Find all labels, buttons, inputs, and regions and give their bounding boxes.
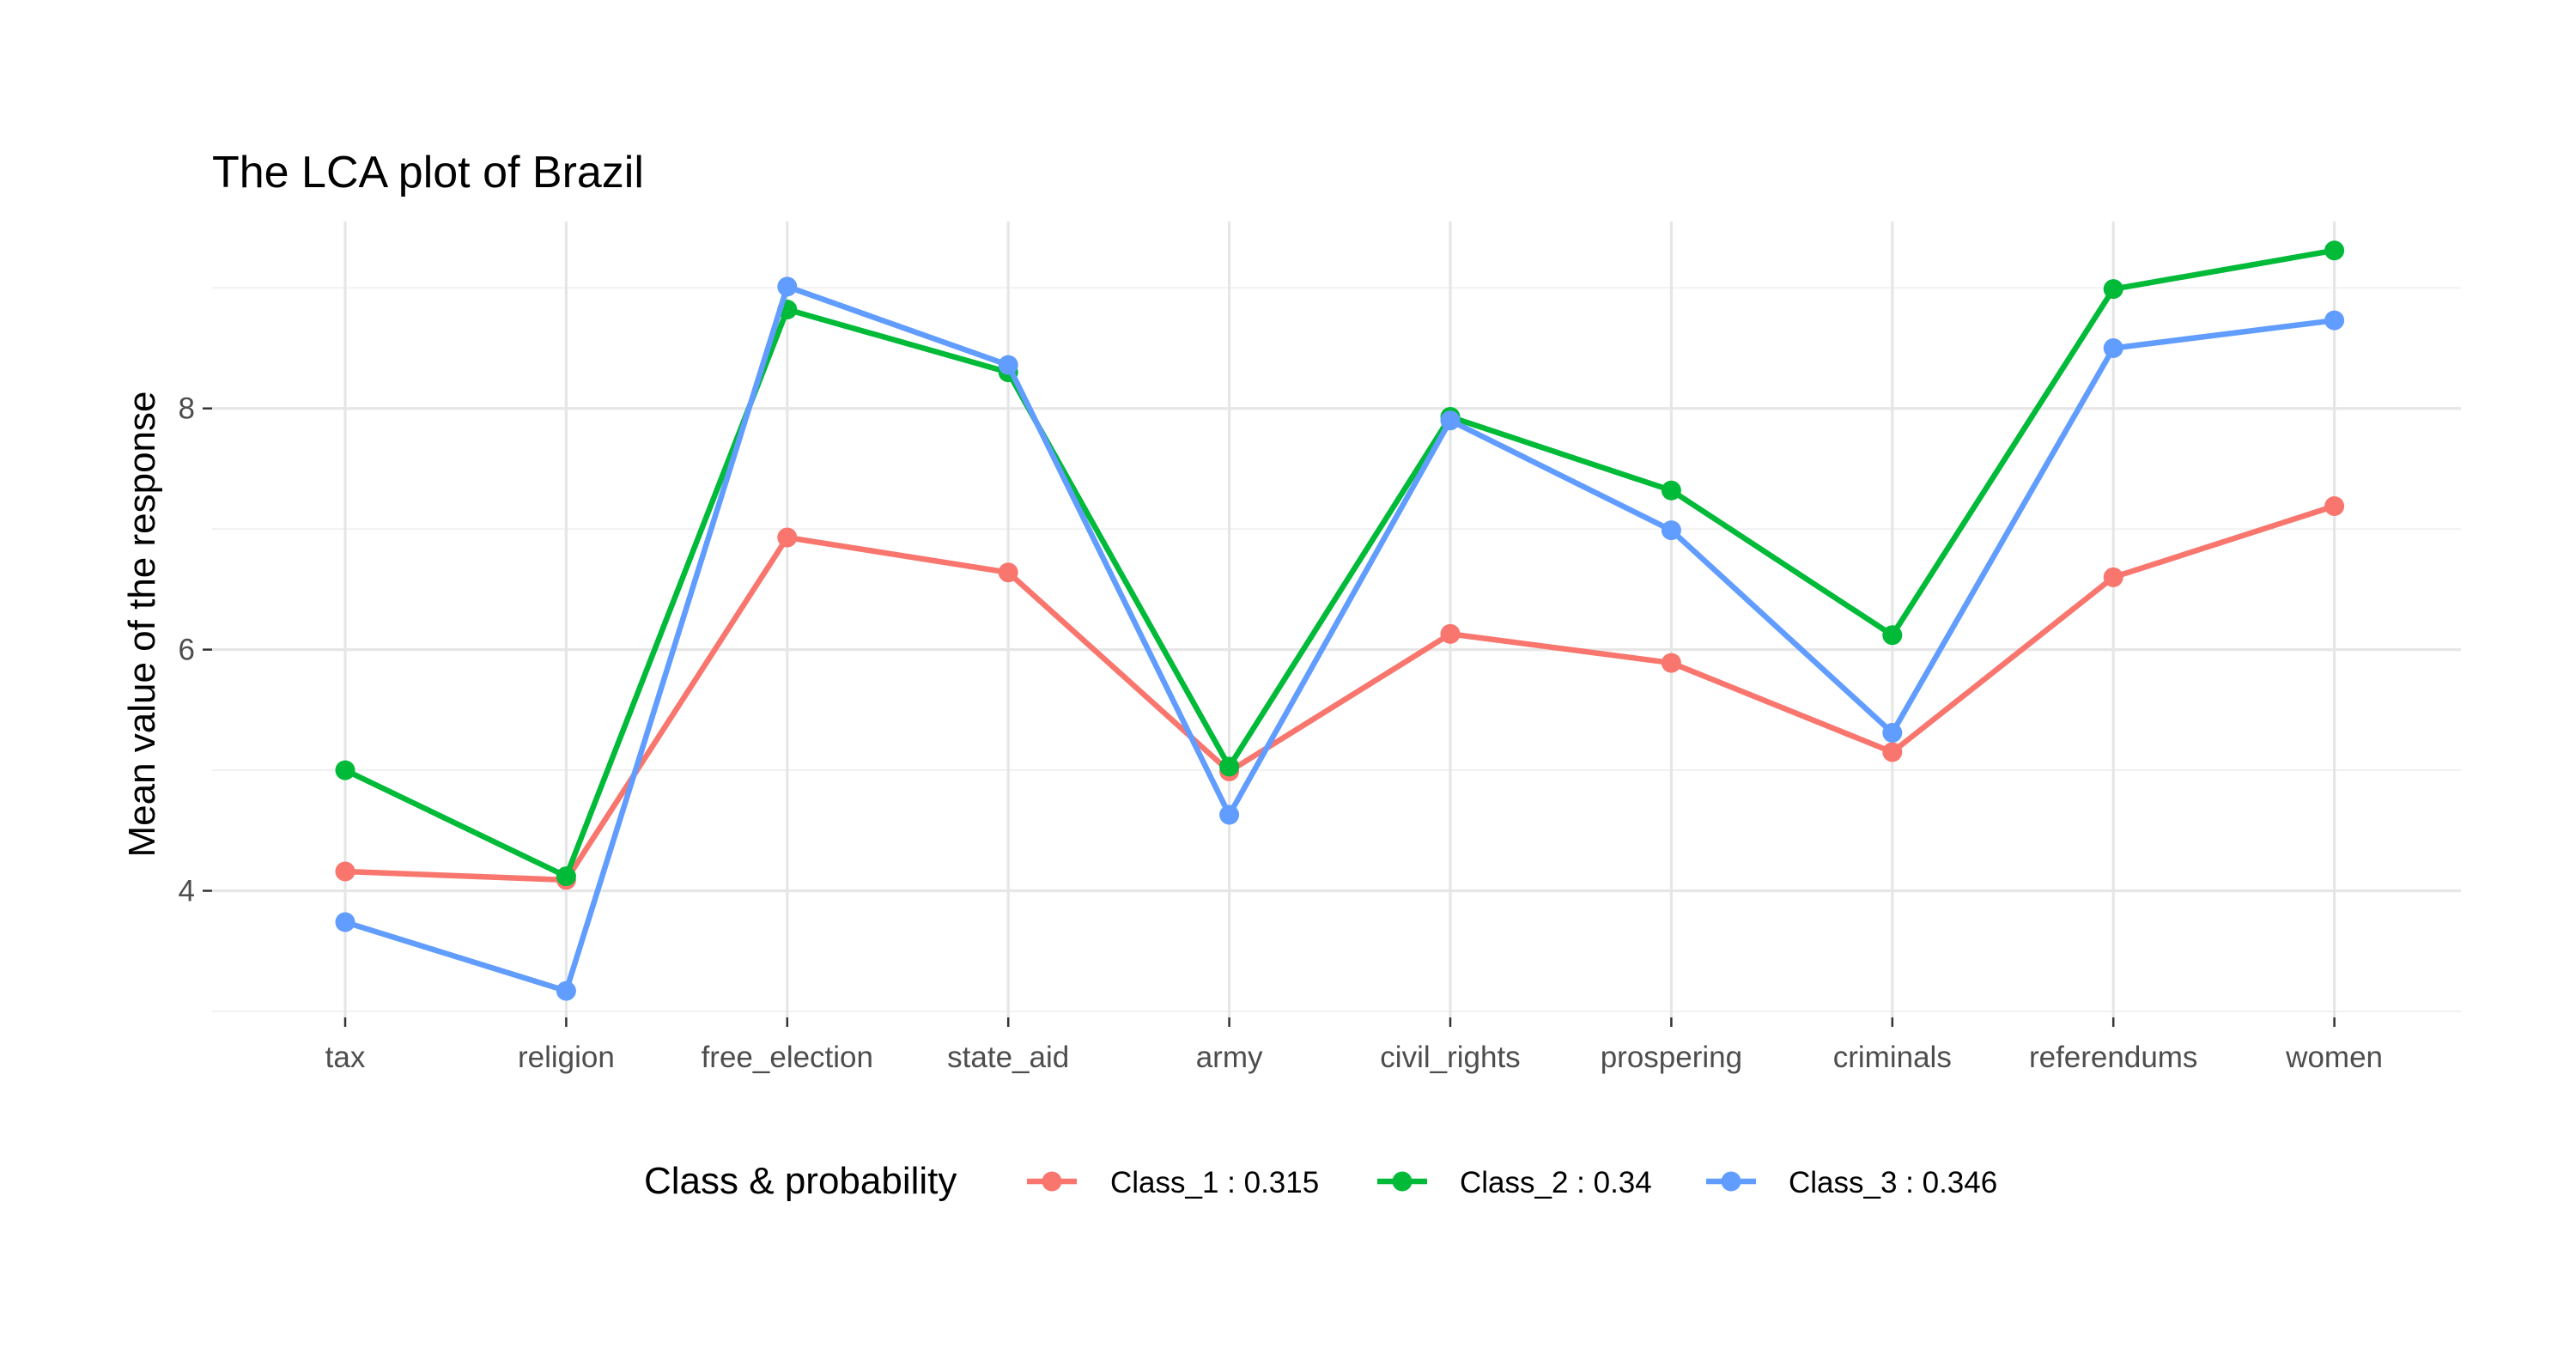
data-point [2324, 495, 2345, 516]
legend-item: Class_2 : 0.34 [1377, 1166, 1652, 1199]
data-point [556, 866, 576, 887]
legend-key-point [1042, 1171, 1062, 1192]
legend-item: Class_3 : 0.346 [1706, 1166, 1997, 1199]
data-point [1661, 653, 1681, 673]
data-point [2103, 279, 2123, 300]
grid [212, 222, 2461, 1017]
data-point [2103, 567, 2123, 587]
data-point [1219, 804, 1240, 825]
x-tick-label: women [2285, 1041, 2383, 1074]
x-tick-label: state_aid [947, 1041, 1069, 1074]
y-tick-label: 8 [179, 392, 195, 426]
series-line [343, 247, 2336, 879]
legend-label: Class_1 : 0.315 [1110, 1166, 1319, 1199]
data-point [335, 760, 355, 780]
x-tick-label: referendums [2029, 1041, 2197, 1074]
x-tick-label: criminals [1833, 1041, 1952, 1074]
y-tick-label: 6 [179, 634, 195, 667]
legend-title: Class & probability [644, 1160, 957, 1202]
data-point [777, 276, 798, 297]
x-tick-label: tax [325, 1041, 366, 1074]
series-line [344, 283, 2336, 994]
data-point [777, 527, 798, 548]
data-point [2324, 310, 2345, 331]
data-point [1882, 625, 1903, 646]
series [335, 240, 2345, 1001]
x-tick-label: army [1196, 1041, 1263, 1074]
legend-label: Class_2 : 0.34 [1460, 1166, 1652, 1199]
data-point [1661, 480, 1681, 501]
axes: 4 6 8 tax religion free_election state_aid army… [179, 392, 2383, 1074]
data-point [2103, 337, 2123, 358]
legend-key-point [1721, 1171, 1741, 1192]
data-point [1219, 756, 1240, 777]
x-tick-label: civil_rights [1380, 1041, 1520, 1074]
legend-key-point [1392, 1171, 1413, 1192]
series-3 [335, 276, 2345, 1001]
data-point [556, 980, 576, 1001]
x-tick-label: free_election [702, 1041, 873, 1074]
data-point [998, 355, 1018, 375]
data-point [1440, 410, 1461, 431]
data-point [1882, 742, 1903, 762]
data-point [335, 912, 355, 932]
x-tick-label: prospering [1601, 1041, 1742, 1074]
legend: Class & probability Class_1 : 0.315 Class… [644, 1160, 1997, 1202]
data-point [2324, 240, 2345, 261]
data-point [1661, 520, 1681, 541]
legend-item: Class_1 : 0.315 [1027, 1166, 1319, 1199]
legend-label: Class_3 : 0.346 [1789, 1166, 1997, 1199]
chart-title: The LCA plot of Brazil [212, 148, 644, 197]
data-point [335, 861, 355, 882]
x-tick-label: religion [518, 1041, 615, 1074]
data-point [998, 562, 1018, 583]
data-point [1440, 623, 1461, 644]
data-point [1882, 723, 1903, 744]
y-axis-title: Mean value of the response [121, 391, 163, 857]
series-line [344, 503, 2336, 883]
y-tick-label: 4 [179, 875, 195, 908]
series-2 [335, 240, 2345, 887]
